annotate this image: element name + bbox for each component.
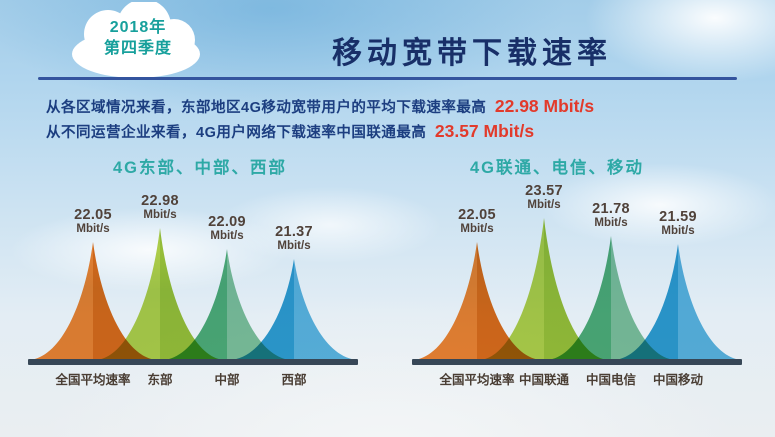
mountain-peak — [96, 228, 224, 360]
value-label: 22.98 Mbit/s — [115, 194, 205, 222]
summary-highlight-value: 22.98 Mbit/s — [494, 96, 595, 116]
axis-label: 中国联通 — [518, 373, 569, 387]
mountain-peak — [163, 249, 291, 360]
axis-label: 东部 — [147, 373, 173, 387]
mountain-slope — [29, 242, 93, 360]
value-number: 23.57 — [525, 183, 563, 199]
value-unit: Mbit/s — [210, 230, 244, 242]
cloud-badge-shape — [72, 2, 200, 78]
axis-label: 中国电信 — [585, 373, 636, 387]
value-number: 21.78 — [592, 201, 630, 217]
mountain-slope — [227, 249, 291, 360]
axis-label: 中国移动 — [652, 373, 703, 387]
axis-label: 西部 — [281, 373, 307, 387]
mountain-chart-operators: 22.05 Mbit/s 全国平均速率 23.57 Mbit/s 中国联通 21.78 Mbi… — [412, 184, 742, 406]
mountain-peak — [29, 242, 157, 360]
axis-label: 全国平均速率 — [55, 373, 131, 387]
chart-title-operators: 4G联通、电信、移动 — [469, 159, 644, 177]
mountain-peak — [614, 244, 742, 360]
mountain-slope — [163, 249, 227, 360]
mountain-slope — [294, 259, 358, 360]
mountain-peak — [413, 242, 541, 360]
value-number: 22.09 — [208, 214, 246, 230]
mountain-slope — [93, 242, 157, 360]
mountain-slope — [160, 228, 224, 360]
summary-highlight-value: 23.57 Mbit/s — [434, 121, 535, 141]
summary-line-operators: 从不同运营企业来看，4G用户网络下载速率中国联通最高 23.57 Mbit/s — [46, 121, 746, 142]
mountain-plot-area — [28, 228, 358, 365]
mountain-slope — [611, 236, 675, 360]
summary-text: 从各区域情况来看，东部地区4G移动宽带用户的平均下载速率最高 — [46, 100, 487, 116]
value-label: 23.57 Mbit/s — [499, 184, 589, 212]
mountain-peak — [230, 259, 358, 360]
axis-label: 中部 — [214, 373, 240, 387]
value-label: 22.09 Mbit/s — [182, 215, 272, 243]
mountain-slope — [480, 218, 544, 360]
page-title: 移动宽带下载速率 — [332, 37, 612, 70]
mountain-plot-area — [412, 218, 742, 365]
value-unit: Mbit/s — [460, 223, 494, 235]
mountain-slope — [413, 242, 477, 360]
value-unit: Mbit/s — [594, 217, 628, 229]
value-unit: Mbit/s — [143, 209, 177, 221]
mountain-peak — [547, 236, 675, 360]
mountain-peak — [480, 218, 608, 360]
mountain-slope — [230, 259, 294, 360]
value-number: 22.05 — [458, 207, 496, 223]
value-unit: Mbit/s — [661, 225, 695, 237]
value-unit: Mbit/s — [527, 199, 561, 211]
value-number: 21.37 — [275, 224, 313, 240]
mountain-slope — [547, 236, 611, 360]
summary-line-regions: 从各区域情况来看，东部地区4G移动宽带用户的平均下载速率最高 22.98 Mbi… — [46, 96, 746, 117]
badge-year: 2018年 — [109, 19, 167, 36]
value-unit: Mbit/s — [277, 240, 311, 252]
summary-text: 从不同运营企业来看，4G用户网络下载速率中国联通最高 — [46, 125, 427, 141]
mountain-chart-regions: 22.05 Mbit/s 全国平均速率 22.98 Mbit/s 东部 22.09 Mbit/… — [28, 194, 358, 406]
value-label: 21.78 Mbit/s — [566, 202, 656, 230]
mountain-slope — [614, 244, 678, 360]
baseline-bar — [412, 359, 742, 365]
value-label: 22.05 Mbit/s — [432, 208, 522, 236]
value-number: 22.98 — [141, 193, 179, 209]
baseline-bar — [28, 359, 358, 365]
value-number: 21.59 — [659, 209, 697, 225]
chart-title-regions: 4G东部、中部、西部 — [112, 159, 287, 177]
value-label: 21.59 Mbit/s — [633, 210, 723, 238]
value-label: 21.37 Mbit/s — [249, 225, 339, 253]
mountain-slope — [544, 218, 608, 360]
quarter-badge: 2018年 第四季度 — [78, 17, 198, 59]
axis-label: 全国平均速率 — [439, 373, 515, 387]
title-divider — [38, 77, 737, 80]
value-unit: Mbit/s — [76, 223, 110, 235]
mountain-slope — [477, 242, 541, 360]
value-label: 22.05 Mbit/s — [48, 208, 138, 236]
mountain-slope — [96, 228, 160, 360]
badge-quarter: 第四季度 — [103, 40, 172, 57]
mountain-slope — [678, 244, 742, 360]
value-number: 22.05 — [74, 207, 112, 223]
